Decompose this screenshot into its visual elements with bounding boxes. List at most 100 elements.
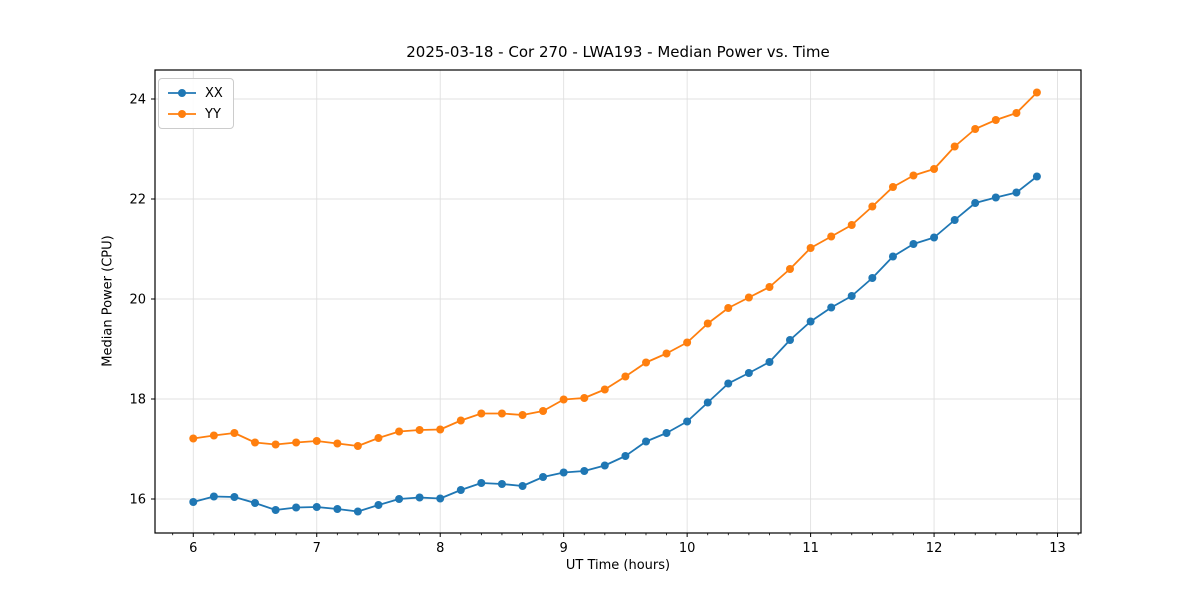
- series-yy-marker: [724, 304, 733, 312]
- series-xx-marker: [744, 369, 753, 377]
- series-xx-marker: [353, 507, 362, 516]
- series-yy-marker: [909, 171, 918, 180]
- series-xx-marker: [189, 498, 198, 506]
- series-xx-marker: [827, 303, 836, 312]
- series-yy-marker: [888, 183, 897, 191]
- series-xx-marker: [395, 495, 404, 503]
- series-xx-marker: [456, 486, 465, 494]
- legend-label-yy: YY: [205, 106, 221, 122]
- series-yy-marker: [539, 407, 548, 415]
- plot-border: [154, 69, 1082, 534]
- series-xx-marker: [580, 467, 589, 475]
- series-yy-marker: [765, 283, 774, 291]
- series-yy-marker: [497, 409, 506, 418]
- series-xx-marker: [333, 505, 342, 513]
- series-yy-marker: [785, 265, 794, 273]
- series-yy-marker: [930, 165, 939, 173]
- series-yy-marker: [209, 431, 218, 440]
- x-axis-label: UT Time (hours): [565, 558, 671, 573]
- series-xx-marker: [971, 199, 980, 207]
- series-xx-marker: [518, 482, 527, 490]
- series-yy-marker: [230, 429, 239, 437]
- series-yy-marker: [662, 349, 671, 358]
- series-xx-marker: [991, 193, 1000, 202]
- series-xx-marker: [909, 240, 918, 248]
- series-yy-marker: [827, 232, 836, 241]
- series-xx-marker: [477, 479, 486, 487]
- series-xx-marker: [785, 336, 794, 344]
- series-yy-marker: [518, 411, 527, 419]
- series-yy-marker: [415, 426, 424, 434]
- y-axis-label: Median Power (CPU): [100, 235, 116, 367]
- series-yy-marker: [868, 202, 877, 211]
- series-xx-marker: [600, 461, 609, 470]
- series-yy-marker: [456, 416, 465, 425]
- series-yy-marker: [436, 425, 445, 434]
- series-xx-marker: [642, 437, 651, 446]
- x-tick-label: 7: [313, 541, 321, 556]
- series-xx-marker: [765, 358, 774, 366]
- series-yy-marker: [251, 438, 260, 447]
- series-xx-marker: [806, 317, 815, 326]
- series-yy-marker: [744, 293, 753, 302]
- series-xx-marker: [662, 429, 671, 437]
- series-yy-marker: [991, 116, 1000, 124]
- series-xx-marker: [724, 379, 733, 388]
- series-xx-marker: [1032, 172, 1041, 181]
- series-xx-marker: [703, 398, 712, 407]
- y-tick-label: 24: [129, 93, 146, 108]
- series-yy-marker: [1012, 109, 1021, 117]
- series-yy-marker: [292, 438, 301, 447]
- series-xx-marker: [230, 493, 239, 501]
- x-tick-label: 13: [1049, 541, 1066, 556]
- series-xx-marker: [1012, 188, 1021, 197]
- x-tick-label: 11: [802, 541, 819, 556]
- legend-sample-line-yy: [168, 110, 196, 118]
- legend-entry-yy: YY: [167, 105, 223, 123]
- series-xx-marker: [868, 274, 877, 282]
- chart-title: 2025-03-18 - Cor 270 - LWA193 - Median P…: [406, 43, 830, 61]
- series-yy-marker: [847, 221, 856, 229]
- series-xx-marker: [209, 492, 218, 501]
- series-xx-marker: [930, 233, 939, 242]
- series-yy-marker: [374, 434, 383, 442]
- series-yy-marker: [477, 409, 486, 418]
- x-tick-label: 12: [926, 541, 943, 556]
- legend-label-xx: XX: [205, 85, 223, 101]
- series-yy-marker: [642, 358, 651, 367]
- series-yy-marker: [312, 437, 321, 445]
- series-xx-marker: [312, 503, 321, 511]
- series-xx-marker: [847, 292, 856, 300]
- series-xx-marker: [497, 480, 506, 488]
- series-yy-marker: [1032, 88, 1041, 97]
- series-yy-marker: [559, 395, 568, 404]
- series-yy-marker: [271, 440, 280, 449]
- legend-entry-xx: XX: [167, 84, 223, 102]
- x-tick-label: 8: [436, 541, 444, 556]
- x-tick-label: 6: [189, 541, 197, 556]
- series-xx-marker: [888, 252, 897, 261]
- series-yy-marker: [395, 427, 404, 436]
- series-yy-marker: [333, 439, 342, 448]
- series-xx-marker: [950, 216, 959, 224]
- y-tick-label: 22: [129, 193, 146, 208]
- series-xx-marker: [271, 506, 280, 514]
- series-yy-marker: [353, 442, 362, 450]
- series-xx-marker: [374, 501, 383, 509]
- series-xx-line: [192, 175, 1038, 513]
- series-yy-marker: [580, 394, 589, 402]
- series-xx-marker: [683, 417, 692, 426]
- legend: XX YY: [158, 78, 234, 129]
- series-xx-marker: [415, 493, 424, 502]
- y-tick-label: 18: [129, 393, 146, 408]
- series-xx-marker: [539, 473, 548, 481]
- series-xx-marker: [251, 499, 260, 507]
- x-tick-label: 9: [560, 541, 568, 556]
- series-yy-marker: [806, 244, 815, 252]
- legend-sample-line-xx: [168, 89, 196, 97]
- series-yy-marker: [950, 142, 959, 151]
- series-yy-marker: [683, 338, 692, 347]
- y-tick-label: 20: [129, 293, 146, 308]
- x-tick-label: 10: [679, 541, 696, 556]
